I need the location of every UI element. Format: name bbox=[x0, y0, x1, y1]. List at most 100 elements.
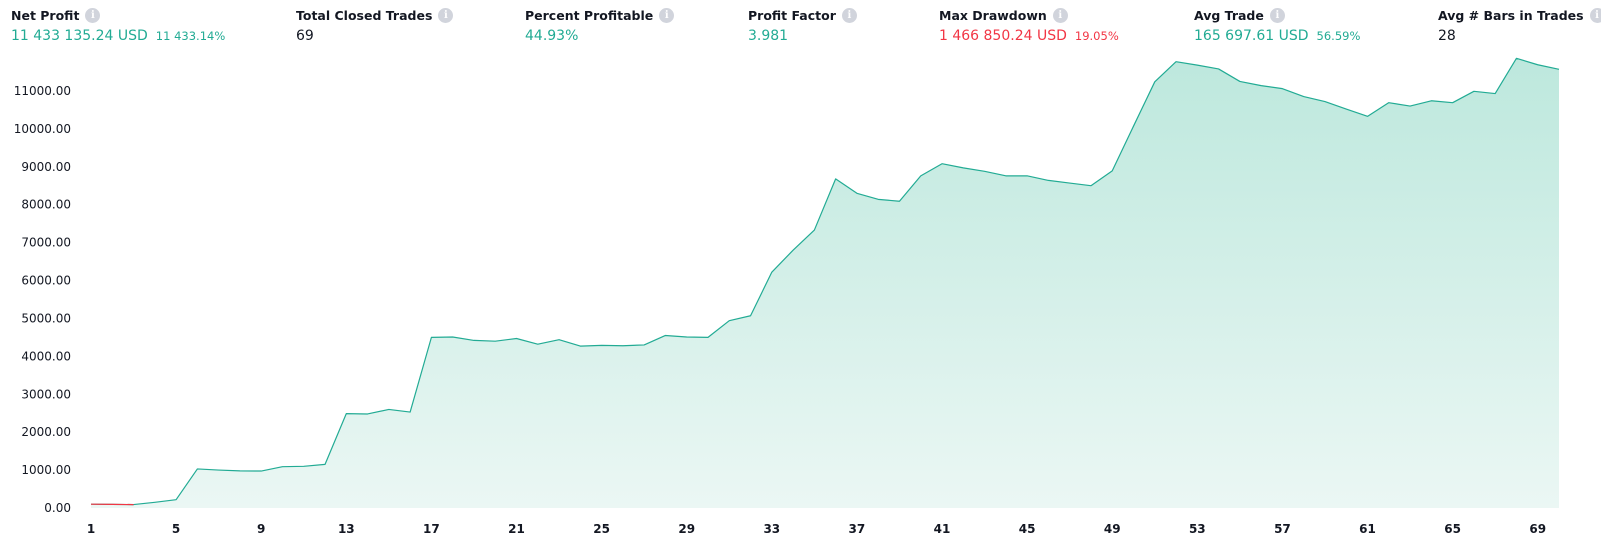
data-point bbox=[1345, 108, 1348, 111]
data-point bbox=[834, 177, 837, 180]
data-point bbox=[1387, 101, 1390, 104]
x-tick-label: 5 bbox=[172, 522, 180, 536]
info-icon[interactable]: i bbox=[659, 7, 675, 23]
data-point bbox=[1409, 105, 1412, 108]
stat-value: 44.93% bbox=[525, 28, 579, 44]
data-point bbox=[366, 412, 369, 415]
y-tick-label: 3000.00 bbox=[21, 387, 71, 401]
data-point bbox=[1451, 101, 1454, 104]
stat-title: Max Drawdown bbox=[939, 7, 1047, 23]
stat-value: 69 bbox=[296, 28, 314, 44]
stat-percent: 19.05% bbox=[1074, 29, 1119, 43]
data-point bbox=[1196, 64, 1199, 67]
info-icon[interactable]: i bbox=[438, 7, 454, 23]
data-point bbox=[643, 343, 646, 346]
data-point bbox=[706, 336, 709, 339]
data-point bbox=[302, 465, 305, 468]
stat-percent-profitable: Percent Profitable i 44.93% bbox=[525, 6, 675, 44]
x-tick-label: 9 bbox=[257, 522, 265, 536]
stat-title: Avg # Bars in Trades bbox=[1438, 7, 1584, 23]
data-point bbox=[558, 338, 561, 341]
stat-avg-bars-in-trades: Avg # Bars in Trades i 28 bbox=[1438, 6, 1601, 44]
data-point bbox=[1068, 182, 1071, 185]
data-point bbox=[430, 336, 433, 339]
data-point bbox=[175, 498, 178, 501]
data-point bbox=[1430, 99, 1433, 102]
y-axis: 0.00 1000.00 2000.00 3000.00 4000.00 5000.00 6… bbox=[14, 84, 71, 515]
stat-title: Profit Factor bbox=[748, 7, 836, 23]
data-point bbox=[685, 336, 688, 339]
y-tick-label: 11000.00 bbox=[14, 84, 71, 98]
data-point bbox=[1494, 92, 1497, 95]
data-point bbox=[941, 162, 944, 165]
y-tick-label: 7000.00 bbox=[21, 236, 71, 250]
stat-percent: 56.59% bbox=[1316, 29, 1361, 43]
equity-chart[interactable]: 0.00 1000.00 2000.00 3000.00 4000.00 5000.00 6… bbox=[0, 48, 1601, 555]
data-point bbox=[153, 501, 156, 504]
data-point bbox=[1302, 95, 1305, 98]
data-point bbox=[494, 340, 497, 343]
data-point bbox=[1026, 174, 1029, 177]
y-tick-label: 1000.00 bbox=[21, 463, 71, 477]
data-point bbox=[1238, 80, 1241, 83]
data-point bbox=[196, 467, 199, 470]
data-point bbox=[345, 412, 348, 415]
data-point bbox=[281, 465, 284, 468]
data-point bbox=[90, 503, 93, 506]
stat-value: 28 bbox=[1438, 28, 1456, 44]
x-tick-label: 1 bbox=[87, 522, 95, 536]
x-tick-label: 53 bbox=[1189, 522, 1206, 536]
info-icon[interactable]: i bbox=[1052, 7, 1068, 23]
data-point bbox=[1366, 115, 1369, 118]
y-tick-label: 8000.00 bbox=[21, 198, 71, 212]
x-tick-label: 17 bbox=[423, 522, 440, 536]
data-point bbox=[962, 166, 965, 169]
equity-line bbox=[90, 57, 1560, 506]
x-tick-label: 49 bbox=[1104, 522, 1121, 536]
stat-value: 165 697.61 USD bbox=[1194, 28, 1309, 44]
data-point bbox=[1047, 179, 1050, 182]
data-point bbox=[1323, 100, 1326, 103]
data-point bbox=[1281, 87, 1284, 90]
data-point bbox=[600, 344, 603, 347]
stat-value: 11 433 135.24 USD bbox=[11, 28, 148, 44]
data-point bbox=[664, 334, 667, 337]
data-point bbox=[1217, 67, 1220, 70]
data-point bbox=[387, 408, 390, 411]
data-point bbox=[1132, 125, 1135, 128]
data-point bbox=[111, 503, 114, 506]
x-tick-label: 21 bbox=[508, 522, 525, 536]
data-point bbox=[409, 411, 412, 414]
x-tick-label: 65 bbox=[1444, 522, 1461, 536]
y-tick-label: 2000.00 bbox=[21, 425, 71, 439]
info-icon[interactable]: i bbox=[1269, 7, 1285, 23]
y-tick-label: 10000.00 bbox=[14, 122, 71, 136]
data-point bbox=[1175, 60, 1178, 63]
stat-avg-trade: Avg Trade i 165 697.61 USD 56.59% bbox=[1194, 6, 1360, 44]
stat-title: Percent Profitable bbox=[525, 7, 654, 23]
y-tick-label: 6000.00 bbox=[21, 274, 71, 288]
data-point bbox=[898, 200, 901, 203]
info-icon[interactable]: i bbox=[85, 7, 101, 23]
data-point bbox=[1089, 184, 1092, 187]
stat-max-drawdown: Max Drawdown i 1 466 850.24 USD 19.05% bbox=[939, 6, 1119, 44]
data-point bbox=[621, 344, 624, 347]
data-point bbox=[1558, 68, 1561, 71]
data-point bbox=[472, 339, 475, 342]
data-point bbox=[579, 345, 582, 348]
info-icon[interactable]: i bbox=[841, 7, 857, 23]
data-point bbox=[451, 336, 454, 339]
info-icon[interactable]: i bbox=[1589, 7, 1601, 23]
stat-title: Total Closed Trades bbox=[296, 7, 433, 23]
x-tick-label: 45 bbox=[1019, 522, 1036, 536]
data-point bbox=[983, 170, 986, 173]
stat-title: Net Profit bbox=[11, 7, 80, 23]
stat-value: 3.981 bbox=[748, 28, 789, 44]
data-point bbox=[1153, 80, 1156, 83]
data-point bbox=[536, 343, 539, 346]
x-tick-label: 29 bbox=[678, 522, 695, 536]
data-point bbox=[813, 229, 816, 232]
data-point bbox=[877, 198, 880, 201]
stat-value: 1 466 850.24 USD bbox=[939, 28, 1067, 44]
x-tick-label: 57 bbox=[1274, 522, 1291, 536]
